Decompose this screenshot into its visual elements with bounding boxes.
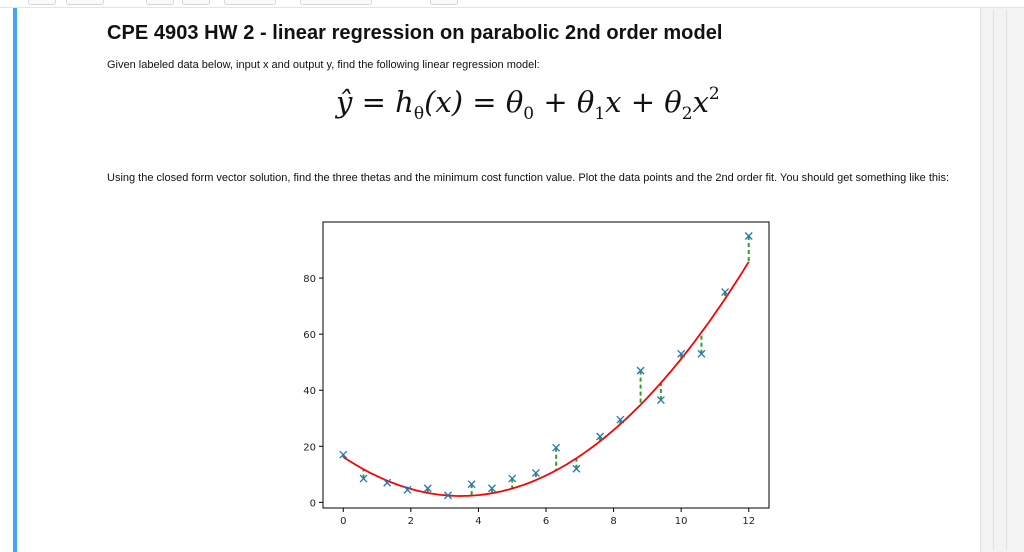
intro-text: Given labeled data below, input x and ou… [107, 59, 540, 71]
data-point [444, 491, 452, 500]
x-tick-label: 2 [408, 516, 414, 527]
x-tick-label: 10 [675, 516, 688, 527]
data-point [359, 474, 368, 483]
toolbar-tab[interactable] [182, 0, 210, 5]
data-point [744, 232, 753, 240]
data-point [697, 349, 706, 358]
toolbar-tab[interactable] [66, 0, 104, 5]
formula-theta2: θ [664, 85, 682, 119]
y-tick-label: 0 [310, 498, 316, 509]
data-point [616, 415, 625, 424]
y-tick-label: 40 [303, 386, 316, 397]
toolbar-tab[interactable] [146, 0, 174, 5]
plot-frame [322, 221, 770, 509]
scrollbar-thumb[interactable] [993, 10, 1007, 550]
y-tick-label: 80 [303, 274, 316, 285]
data-point [572, 464, 581, 473]
formula-equals: = [472, 85, 497, 119]
data-point [677, 349, 686, 358]
data-point [721, 288, 730, 297]
formula-theta1-sub: 1 [594, 104, 606, 124]
data-point [383, 478, 392, 487]
toolbar-tab[interactable] [224, 0, 276, 5]
formula-h-arg: (x) [424, 85, 464, 119]
toolbar-tab[interactable] [300, 0, 372, 5]
data-point [508, 474, 517, 483]
formula-yhat: ŷ [336, 85, 353, 119]
formula-exponent: 2 [708, 84, 720, 104]
top-toolbar-strip [0, 0, 1024, 8]
toolbar-tab[interactable] [28, 0, 56, 5]
formula-h: h [395, 85, 414, 119]
formula-equals: = [361, 85, 386, 119]
data-point [656, 396, 665, 405]
data-point [467, 480, 476, 489]
x-tick-label: 0 [340, 516, 346, 527]
data-point [636, 366, 645, 375]
data-point [487, 484, 496, 493]
formula-x-squared: x [692, 85, 709, 119]
y-tick-label: 20 [303, 442, 316, 453]
fit-curve [342, 261, 750, 497]
data-point [403, 485, 412, 494]
formula-plus: + [630, 85, 656, 119]
x-tick-label: 8 [610, 516, 616, 527]
formula-theta2-sub: 2 [681, 104, 693, 124]
toolbar-tab[interactable] [430, 0, 458, 5]
formula-h-sub: θ [413, 104, 425, 124]
regression-formula: ŷ = hθ(x) = θ0 + θ1x + θ2x2 [336, 84, 720, 124]
formula-plus: + [543, 85, 568, 119]
formula-theta0: θ [505, 85, 524, 119]
instructions-text: Using the closed form vector solution, f… [107, 172, 949, 184]
x-tick-label: 6 [543, 516, 549, 527]
formula-theta1: θ [576, 85, 595, 119]
x-tick-label: 12 [742, 516, 755, 527]
x-tick-label: 4 [475, 516, 481, 527]
data-point [531, 468, 540, 477]
page-title: CPE 4903 HW 2 - linear regression on par… [107, 22, 723, 44]
data-point [423, 484, 432, 493]
regression-plot: 0 2 4 6 8 10 12 0 20 40 60 80 [303, 221, 770, 527]
y-tick-label: 60 [303, 330, 316, 341]
data-point [552, 443, 561, 452]
data-point [596, 432, 605, 441]
formula-x: x [605, 85, 622, 119]
formula-theta0-sub: 0 [523, 104, 535, 124]
data-point [339, 450, 348, 459]
